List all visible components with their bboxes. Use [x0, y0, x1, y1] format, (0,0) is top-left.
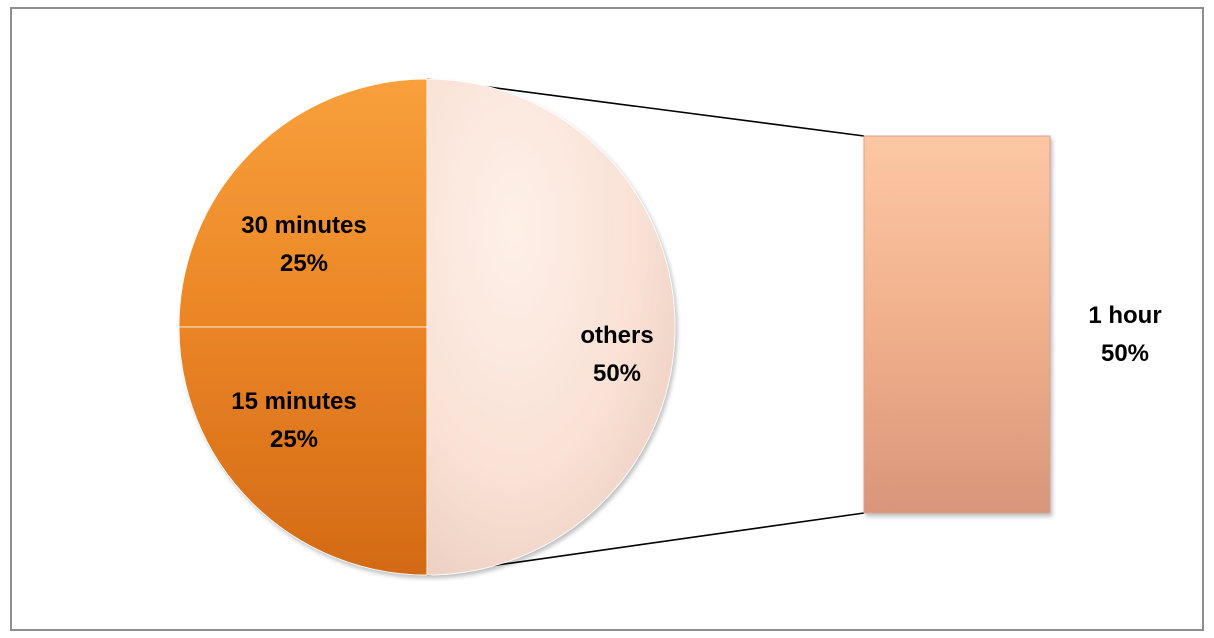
- slice-label-others-category: others: [580, 322, 653, 349]
- connector-line-top: [426, 78, 865, 137]
- slice-label-15-minutes-percent: 25%: [270, 426, 318, 453]
- slice-label-30-minutes-category: 30 minutes: [241, 212, 366, 239]
- slice-label-others-percent: 50%: [593, 360, 641, 387]
- chart-frame: 30 minutes 25% 15 minutes 25% others 50%…: [10, 7, 1204, 631]
- pie-slice-15-minutes[interactable]: [178, 326, 428, 576]
- bar-label-1-hour-percent: 50%: [1101, 340, 1149, 367]
- pie-slice-others[interactable]: [426, 78, 676, 576]
- bar-label-1-hour-category: 1 hour: [1088, 302, 1161, 329]
- secondary-bar-1-hour[interactable]: [863, 135, 1051, 514]
- pie-slice-30-minutes[interactable]: [178, 78, 428, 328]
- bar-of-pie-chart: 30 minutes 25% 15 minutes 25% others 50%…: [178, 78, 1162, 576]
- slice-label-15-minutes-category: 15 minutes: [231, 388, 356, 415]
- slice-label-30-minutes-percent: 25%: [280, 250, 328, 277]
- connector-line-bottom: [426, 512, 865, 576]
